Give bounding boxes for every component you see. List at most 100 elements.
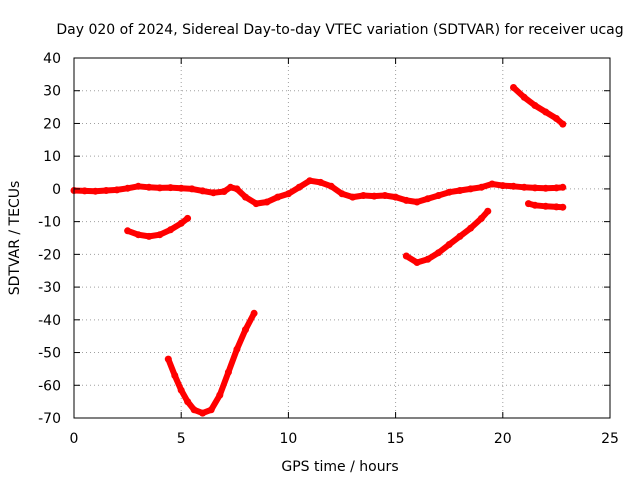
data-point: [167, 184, 174, 192]
data-points: [70, 84, 567, 417]
data-point: [233, 185, 241, 193]
data-point: [531, 102, 539, 109]
data-point: [552, 115, 560, 122]
y-tick-label: -70: [38, 411, 61, 427]
data-point: [413, 259, 421, 266]
data-point: [520, 183, 528, 191]
data-point: [552, 203, 560, 211]
data-point: [220, 188, 228, 195]
data-point: [424, 195, 432, 203]
data-point: [250, 309, 258, 317]
data-point: [102, 187, 110, 194]
data-point: [134, 182, 142, 190]
data-point: [242, 326, 249, 334]
data-point: [370, 192, 378, 200]
data-point: [531, 201, 539, 209]
data-point: [467, 185, 475, 193]
data-point: [209, 189, 217, 197]
data-point: [559, 183, 567, 191]
data-point: [156, 184, 164, 192]
x-tick-label: 0: [70, 431, 79, 447]
y-tick-label: 20: [43, 116, 61, 132]
x-tick-label: 15: [387, 431, 405, 447]
data-point: [402, 252, 410, 260]
data-point: [295, 183, 303, 191]
data-point: [317, 178, 325, 186]
data-point: [456, 232, 464, 240]
data-point: [233, 345, 241, 353]
data-point: [359, 192, 367, 199]
data-point: [167, 226, 174, 234]
data-point: [199, 409, 207, 417]
data-point: [171, 372, 179, 379]
data-point: [445, 241, 453, 248]
data-point: [190, 406, 198, 414]
data-point: [435, 192, 442, 199]
x-tick-label: 5: [177, 431, 186, 447]
data-point: [510, 182, 517, 190]
data-point: [349, 193, 357, 201]
data-point: [188, 185, 196, 193]
data-point: [552, 184, 560, 192]
tick-labels: 0 5 10 15 20 25 -70 -60 -50 -40 -30 -20 -10 0 10 20 30 40: [38, 51, 619, 447]
y-tick-label: -60: [38, 378, 61, 394]
data-point: [327, 182, 335, 190]
data-point: [134, 231, 142, 239]
data-point: [156, 231, 164, 239]
y-axis-title: SDTVAR / TECUs: [7, 181, 23, 296]
data-point: [145, 183, 153, 191]
y-tick-label: 40: [43, 51, 61, 67]
data-point: [477, 214, 485, 222]
data-point: [559, 203, 567, 211]
y-tick-label: 10: [43, 149, 61, 165]
data-point: [207, 406, 215, 414]
data-point: [113, 186, 121, 194]
data-point: [381, 192, 389, 199]
data-point: [413, 198, 421, 206]
data-point: [477, 183, 485, 191]
data-point: [306, 177, 314, 185]
y-tick-label: -40: [38, 313, 61, 329]
data-point: [242, 193, 249, 201]
x-tick-label: 10: [279, 431, 297, 447]
data-point: [177, 219, 185, 227]
data-point: [177, 184, 185, 192]
y-tick-label: -30: [38, 280, 61, 296]
data-point: [177, 386, 185, 394]
data-point: [499, 182, 507, 190]
data-point: [542, 108, 550, 116]
y-tick-label: -10: [38, 215, 61, 231]
data-point: [252, 200, 260, 208]
x-axis-title: GPS time / hours: [281, 459, 398, 475]
data-point: [559, 120, 567, 128]
data-point: [510, 84, 517, 91]
y-tick-label: 0: [52, 182, 61, 198]
data-point: [531, 184, 539, 192]
data-point: [542, 184, 550, 192]
data-point: [392, 193, 400, 201]
data-point: [224, 368, 232, 376]
chart-title: Day 020 of 2024, Sidereal Day-to-day VTE…: [56, 22, 623, 38]
data-point: [145, 232, 153, 240]
data-point: [91, 187, 99, 195]
data-point: [402, 196, 410, 204]
x-tick-label: 25: [601, 431, 619, 447]
data-point: [484, 207, 492, 215]
x-tick-label: 20: [494, 431, 512, 447]
data-point: [424, 255, 432, 263]
axis-ticks: [73, 57, 611, 419]
y-tick-label: 30: [43, 84, 61, 100]
data-point: [445, 188, 453, 196]
data-point: [456, 187, 464, 194]
data-point: [520, 93, 528, 101]
data-point: [467, 224, 475, 232]
data-point: [274, 193, 282, 201]
data-point: [338, 190, 346, 198]
data-point: [184, 398, 192, 406]
data-point: [435, 249, 442, 257]
data-point: [199, 187, 207, 195]
data-point: [227, 183, 234, 191]
data-point: [216, 391, 224, 399]
data-point: [488, 180, 496, 188]
